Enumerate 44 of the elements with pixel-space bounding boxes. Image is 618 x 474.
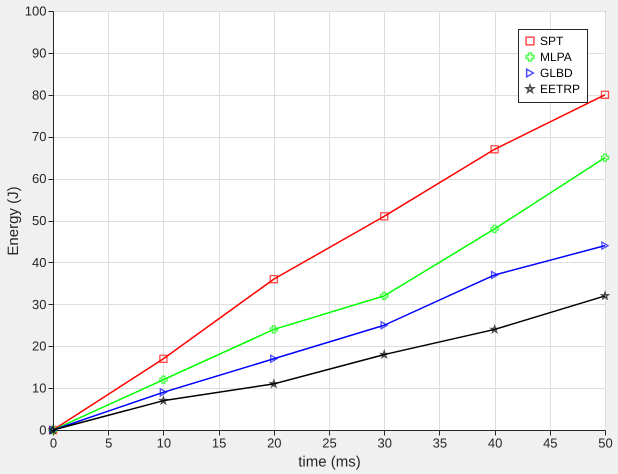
point	[601, 241, 609, 250]
y-tick-label: 60	[32, 171, 46, 186]
x-tick-label: 0	[50, 436, 58, 450]
y-tick-label: 30	[32, 296, 46, 312]
x-tick-label: 45	[543, 436, 558, 450]
y-tick-label: 40	[32, 254, 46, 270]
x-tick-label: 40	[488, 436, 502, 450]
x-tick-label: 5	[105, 436, 112, 450]
point	[490, 270, 498, 280]
y-tick-label: 50	[32, 213, 46, 228]
point	[159, 376, 168, 384]
x-tick-label: 30	[377, 436, 392, 450]
y-tick-label: 70	[32, 129, 46, 144]
y-tick-label: 100	[24, 4, 46, 18]
x-tick-label: 50	[598, 436, 613, 450]
y-tick-label: 20	[32, 338, 46, 354]
x-axis-title: time (ms)	[298, 454, 361, 470]
y-tick-label: 90	[32, 45, 46, 60]
point	[270, 354, 278, 363]
legend-label: MLPA	[540, 50, 572, 64]
y-axis-title: Energy (J)	[4, 186, 22, 256]
point	[159, 354, 168, 363]
point	[600, 153, 610, 162]
x-tick-label: 25	[322, 436, 337, 450]
point	[380, 350, 388, 358]
y-tick-label: 0	[39, 422, 46, 438]
y-tick-label: 10	[32, 380, 46, 396]
x-tick-label: 20	[267, 436, 282, 450]
point	[380, 212, 388, 220]
x-tick-label: 15	[212, 436, 226, 450]
point	[600, 90, 610, 99]
point	[380, 321, 388, 330]
legend-label: GLBD	[540, 66, 574, 80]
point	[490, 145, 499, 154]
x-tick-label: 35	[432, 436, 448, 450]
point	[270, 325, 278, 334]
legend-label: SPT	[540, 34, 564, 48]
point	[160, 388, 168, 396]
legend-label: EETRP	[540, 82, 580, 96]
point	[270, 274, 278, 284]
y-tick-label: 80	[32, 87, 46, 102]
point	[380, 292, 388, 300]
x-tick-label: 10	[156, 436, 172, 450]
point	[490, 224, 499, 234]
